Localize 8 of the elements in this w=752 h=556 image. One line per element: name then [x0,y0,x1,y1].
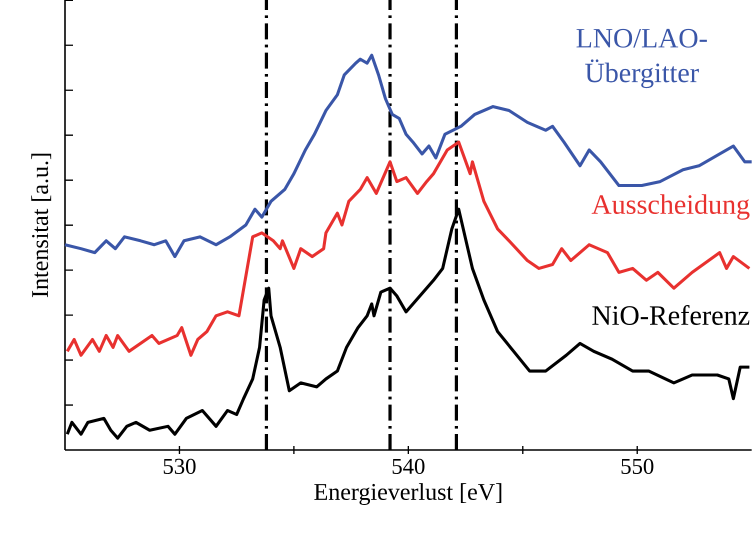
series-label: Ausscheidung [592,194,750,220]
y-axis-title: Intensitat [a.u.] [31,154,52,298]
x-axis-title: Energieverlust [eV] [314,483,502,505]
x-tick-label: 530 [164,458,196,474]
series-label: LNO/LAO-Übergitter [576,28,707,88]
series-label: NiO-Referenz [592,305,750,325]
x-tick-label: 550 [622,458,654,474]
x-tick-label: 540 [392,458,424,474]
